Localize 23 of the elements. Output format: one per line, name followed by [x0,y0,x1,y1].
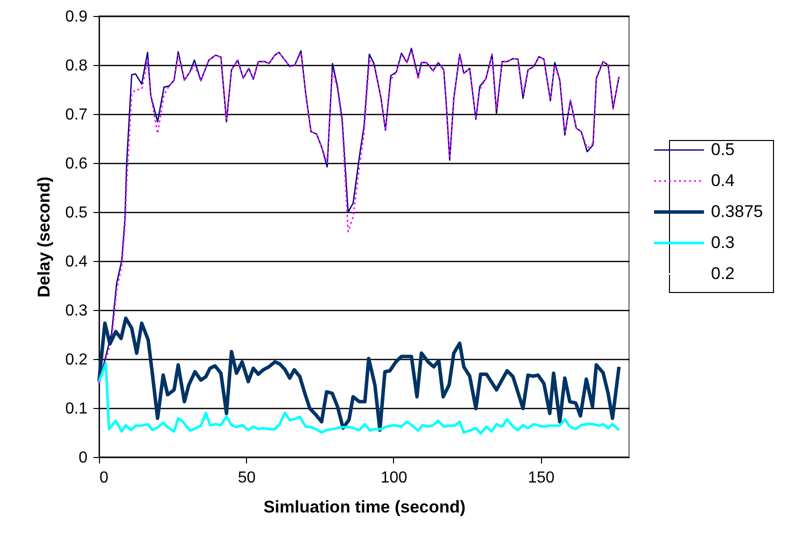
y-tick-label: 0.5 [65,204,88,222]
legend-label: 0.3875 [711,202,763,221]
x-axis-title: Simluation time (second) [263,498,466,516]
y-tick-label: 0.4 [65,254,88,270]
x-tick-label: 0 [100,470,108,486]
line-series [98,362,620,435]
legend-label: 0.4 [711,171,735,190]
y-tick-label: 0.3 [65,302,88,320]
y-tick-label: 0 [78,450,88,466]
y-tick-label: 0.1 [65,400,88,418]
line-series [97,316,621,432]
legend-label: 0.3 [711,233,735,252]
y-tick-label: 0.6 [65,156,88,172]
y-axis-title: Delay (second) [34,176,54,298]
x-tick-label: 150 [528,470,555,486]
y-tick-label: 0.9 [65,8,88,26]
x-tick-label: 100 [380,470,408,486]
x-tick-label: 50 [238,470,256,486]
y-tick-label: 0.7 [65,106,88,124]
legend-label: 0.2 [711,264,735,283]
legend-label: 0.5 [711,140,735,159]
y-tick-label: 0.8 [65,58,88,74]
y-tick-label: 0.2 [65,352,88,368]
